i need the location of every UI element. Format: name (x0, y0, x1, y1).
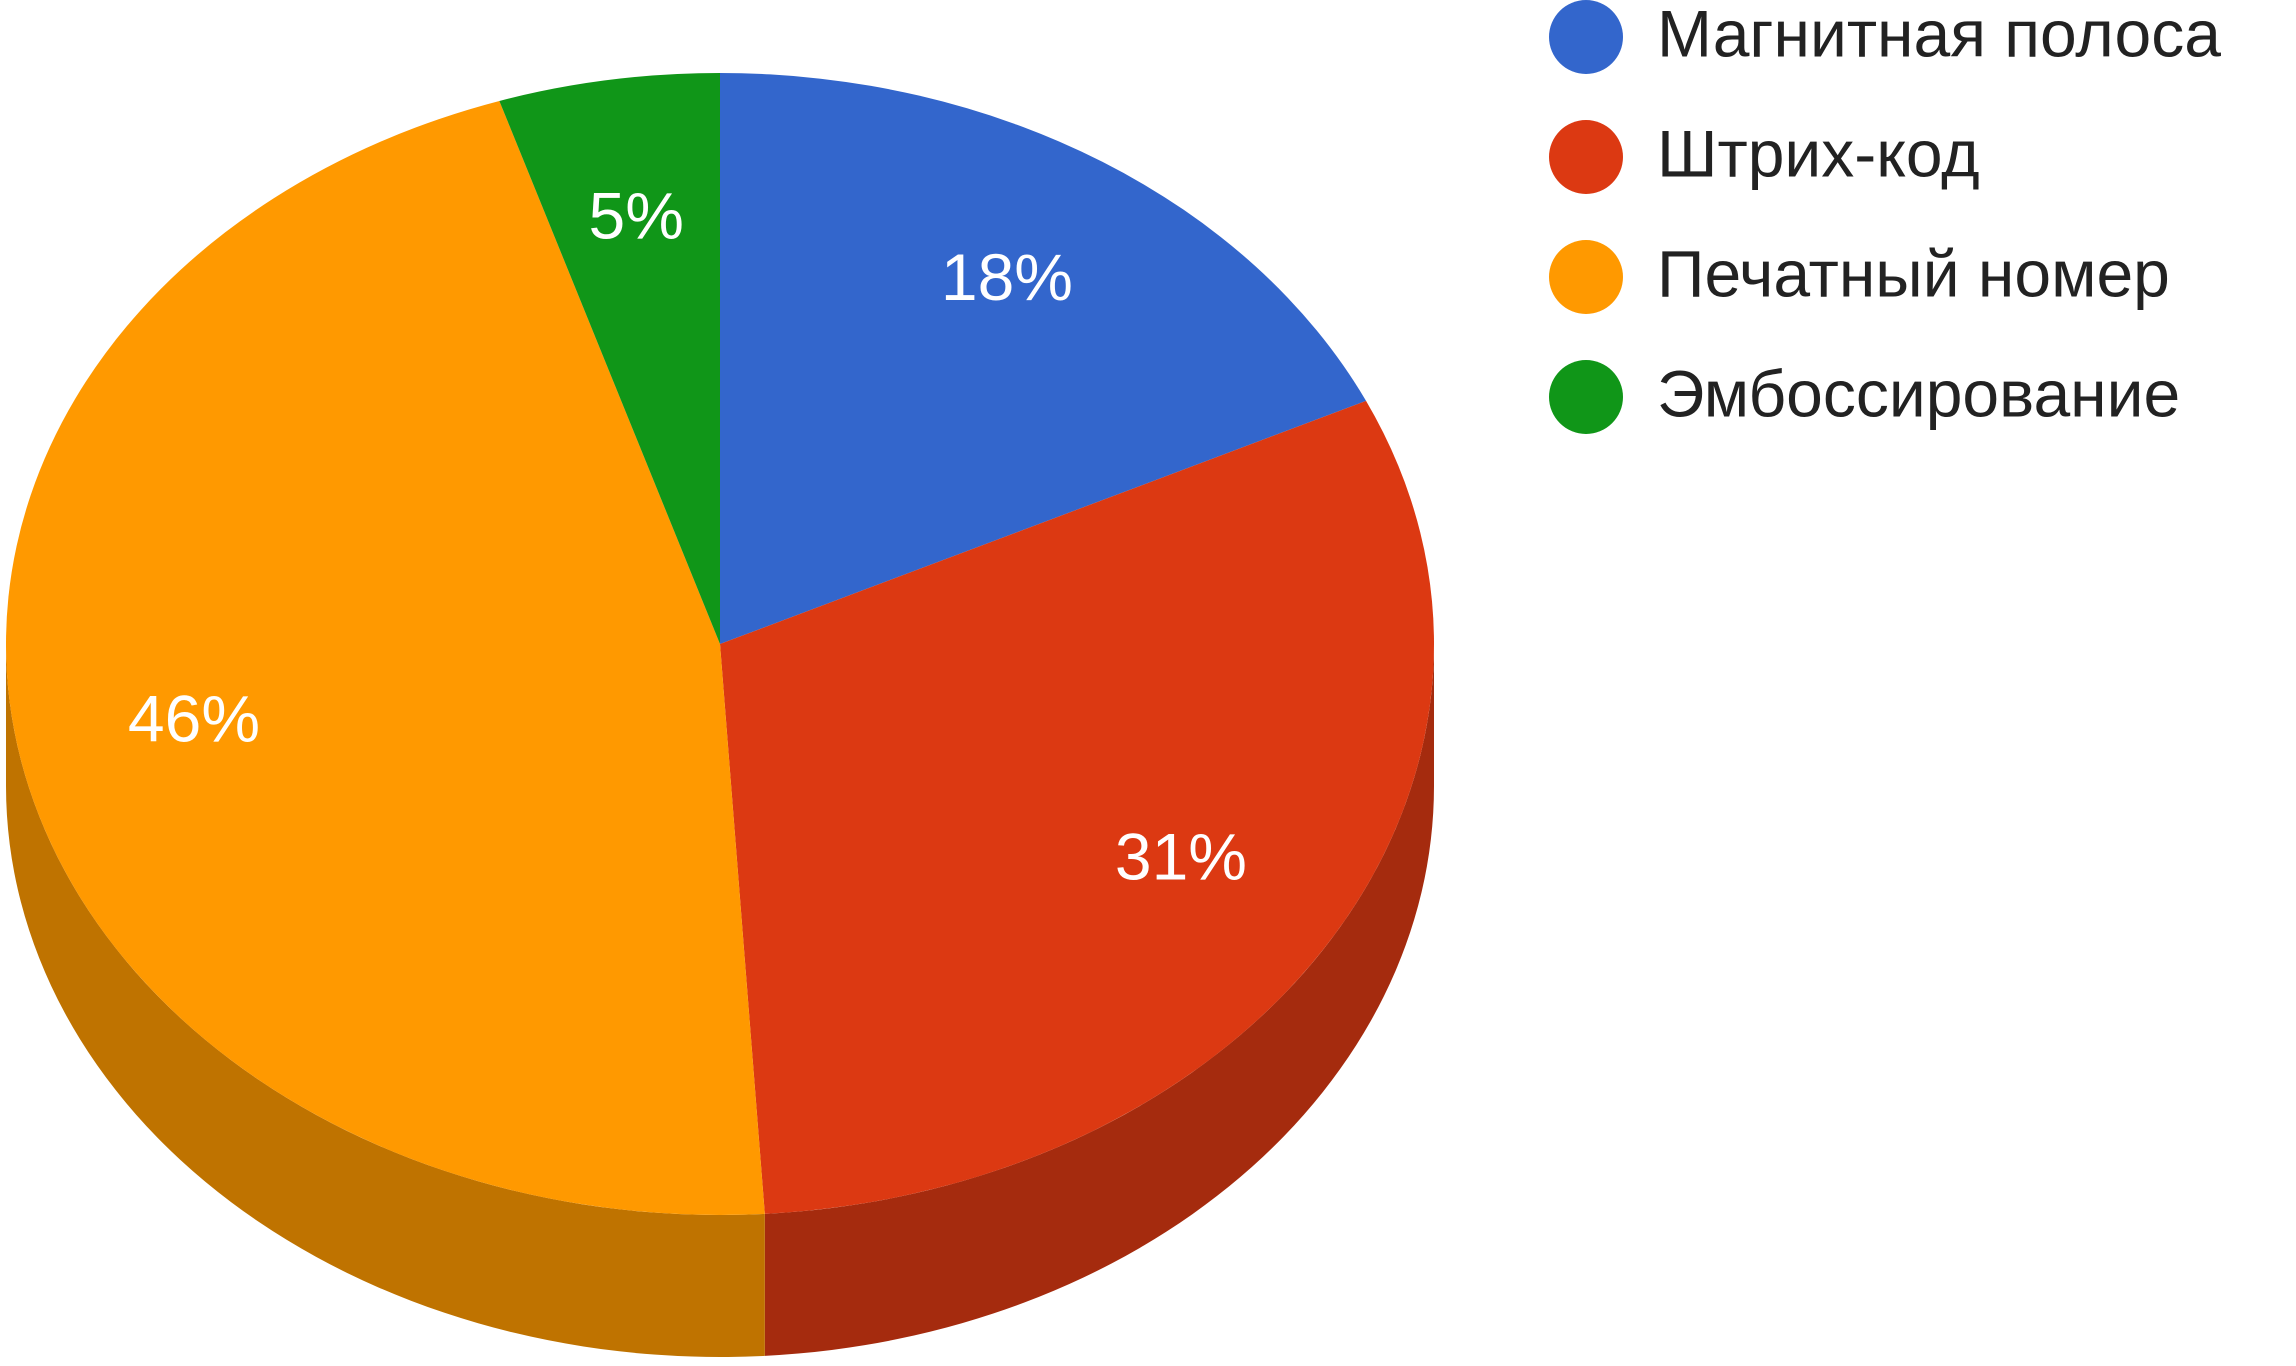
slice (720, 73, 1367, 644)
slice (499, 73, 720, 644)
legend-swatch (1549, 240, 1623, 314)
legend: Магнитная полоса Штрих-код Печатный номер Э… (1549, 0, 2221, 434)
legend-label: Штрих-код (1657, 116, 1980, 190)
data-label: 31% (1115, 819, 1247, 893)
legend-label: Печатный номер (1657, 236, 2170, 310)
legend-swatch (1549, 360, 1623, 434)
slice-side (764, 644, 1434, 1356)
legend-swatch (1549, 120, 1623, 194)
legend-swatch (1549, 0, 1623, 74)
pie: 18% 31% 46% 5% (6, 73, 1434, 1357)
data-label: 5% (589, 178, 684, 252)
slice (6, 100, 765, 1215)
data-label: 18% (941, 240, 1073, 314)
slice (720, 400, 1434, 1214)
legend-label: Магнитная полоса (1657, 0, 2221, 70)
slice-side (6, 644, 765, 1357)
data-label: 46% (128, 682, 260, 756)
legend-label: Эмбоссирование (1657, 356, 2180, 430)
